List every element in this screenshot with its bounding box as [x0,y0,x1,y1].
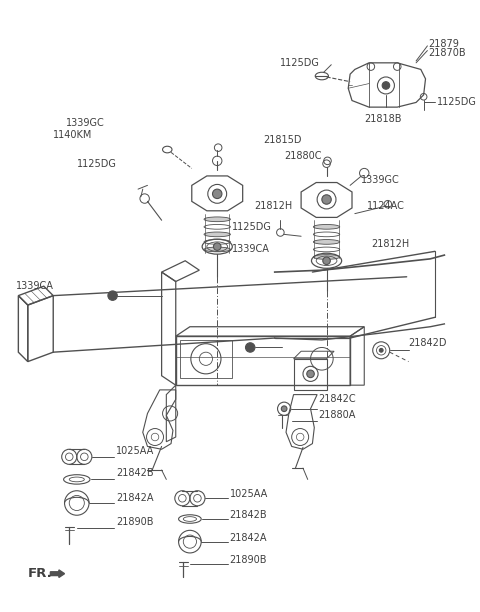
Text: 21842B: 21842B [229,510,267,520]
Text: 21812H: 21812H [371,239,409,249]
Text: 1025AA: 1025AA [229,488,268,499]
Ellipse shape [204,232,230,237]
Circle shape [213,189,222,198]
Circle shape [322,195,331,204]
Text: 21842A: 21842A [229,533,267,543]
Ellipse shape [313,225,340,229]
Text: 21880C: 21880C [284,151,322,161]
Circle shape [214,243,221,250]
Ellipse shape [313,255,340,259]
Text: 1125DG: 1125DG [77,159,117,169]
Text: 21815D: 21815D [264,135,302,145]
Text: 21890B: 21890B [116,517,154,527]
Text: 21842C: 21842C [318,394,356,405]
Circle shape [281,406,287,411]
Text: 1125DG: 1125DG [232,222,272,232]
Circle shape [307,370,314,378]
Text: 21818B: 21818B [364,114,402,124]
Circle shape [245,343,255,352]
Text: 21880A: 21880A [318,410,356,420]
Circle shape [379,348,383,352]
Text: 1339GC: 1339GC [65,118,104,128]
Text: 21890B: 21890B [229,556,267,565]
Ellipse shape [204,247,230,252]
Text: 21842D: 21842D [408,338,447,348]
Ellipse shape [313,239,340,244]
Text: 1025AA: 1025AA [116,446,155,456]
Circle shape [382,81,390,89]
Text: 1339GC: 1339GC [361,174,400,185]
Text: 1339CA: 1339CA [15,281,53,291]
Text: 1140KM: 1140KM [53,130,93,140]
Circle shape [323,257,330,264]
Text: 21879: 21879 [428,39,459,49]
FancyArrow shape [50,570,64,578]
Text: 21842B: 21842B [116,468,154,478]
Text: 1125DG: 1125DG [437,97,477,108]
Text: 21812H: 21812H [254,201,292,211]
Text: FR.: FR. [28,567,52,580]
Text: 21842A: 21842A [116,493,154,503]
Ellipse shape [204,217,230,222]
Text: 1125DG: 1125DG [280,58,320,68]
Text: 1339CA: 1339CA [232,244,270,253]
Text: 21870B: 21870B [428,48,466,58]
Text: 1124AC: 1124AC [367,201,405,211]
Bar [180,340,232,378]
Circle shape [108,291,117,300]
